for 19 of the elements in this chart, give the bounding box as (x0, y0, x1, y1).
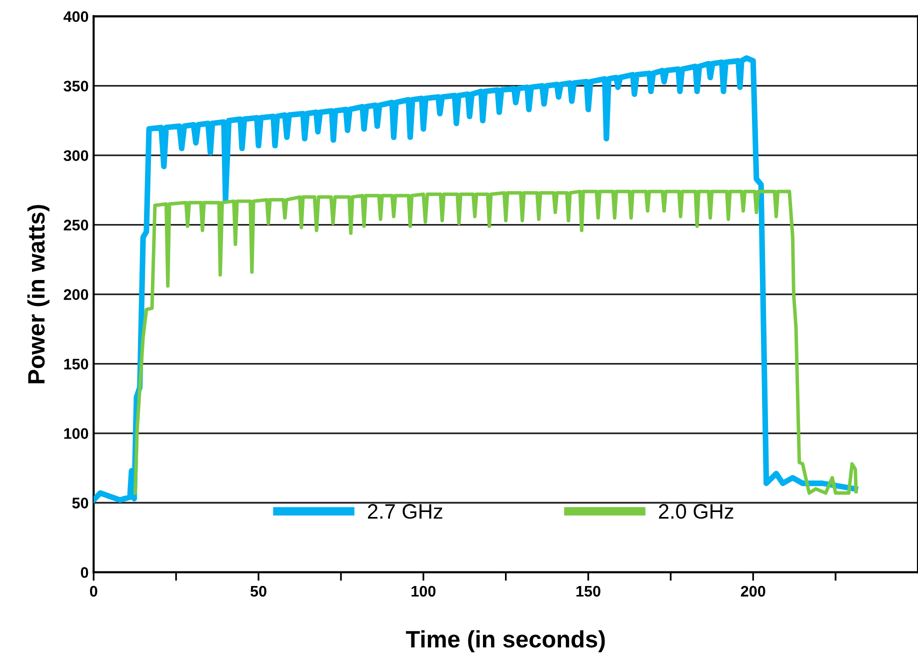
legend-label: 2.7 GHz (368, 504, 442, 519)
y-axis-title: Power (in watts) (27, 204, 50, 384)
y-tick-label: 300 (64, 150, 88, 162)
x-axis-title: Time (in seconds) (406, 630, 605, 652)
x-tick-label: 100 (412, 586, 436, 597)
x-tick-label: 50 (250, 586, 266, 597)
x-tick-label: 150 (576, 586, 600, 597)
y-tick-label: 100 (64, 428, 88, 439)
x-tick-label: 200 (740, 586, 766, 597)
y-tick-label: 400 (64, 11, 88, 22)
y-tick-label: 350 (64, 80, 88, 92)
legend-label: 2.0 GHz (658, 504, 734, 519)
y-tick-label: 250 (64, 220, 88, 230)
y-tick-label: 150 (64, 358, 88, 370)
x-tick-label: 0 (90, 586, 98, 597)
line-series (133, 190, 858, 495)
y-tick-label: 0 (80, 567, 88, 578)
y-tick-label: 50 (72, 498, 88, 508)
y-tick-label: 200 (64, 289, 88, 300)
